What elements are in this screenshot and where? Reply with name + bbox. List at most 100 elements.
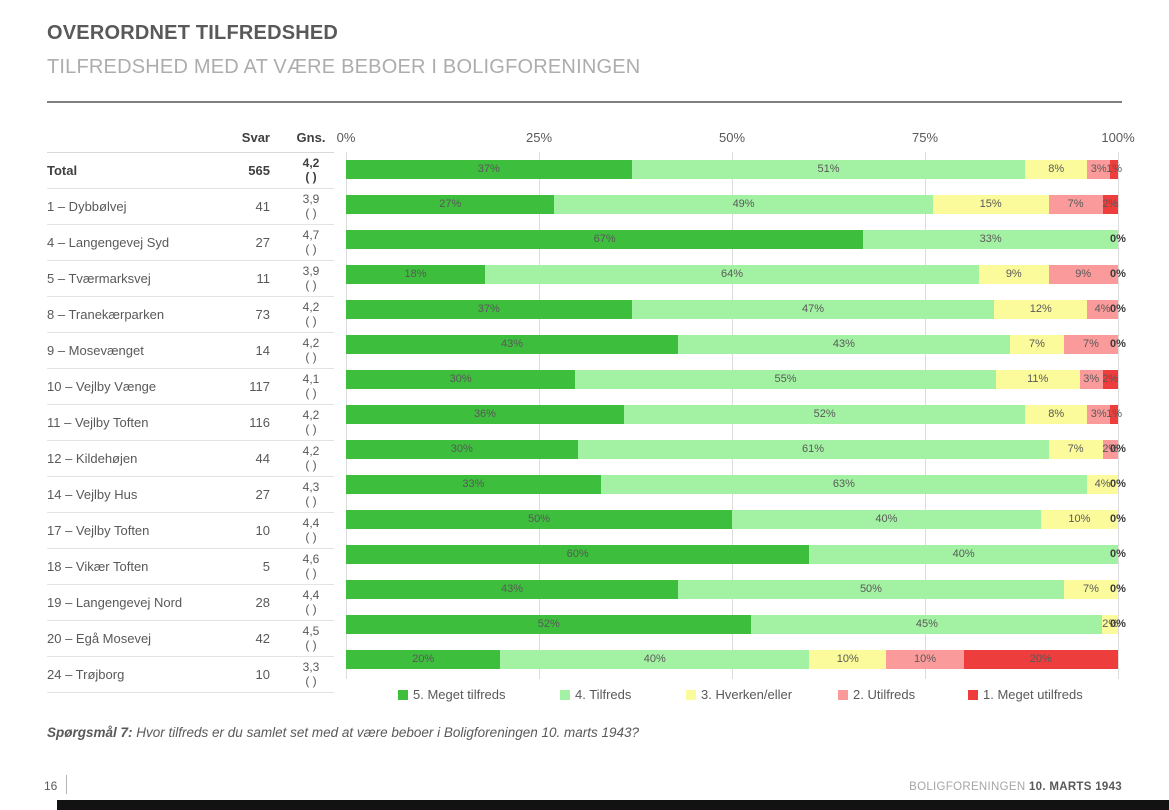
bar-value-label: 45% xyxy=(915,618,938,630)
gns-value: 3,9 xyxy=(302,192,320,206)
segment-tilfreds xyxy=(631,160,1026,179)
bar-zero-label: 0% xyxy=(1110,338,1126,350)
segment-meget-tilfreds xyxy=(346,300,632,319)
axis-tick: 50% xyxy=(718,130,746,145)
segment-tilfreds xyxy=(500,650,810,669)
bar-value-label: 30% xyxy=(449,373,472,385)
bar-value-label: 37% xyxy=(477,303,500,315)
row-label: Total xyxy=(47,163,78,178)
segment-hverken-eller xyxy=(995,370,1080,389)
bar-value-label: 10% xyxy=(1068,513,1091,525)
bar-value-label: 7% xyxy=(1083,338,1099,350)
segment-utilfreds xyxy=(1102,440,1118,459)
segment-tilfreds xyxy=(484,265,980,284)
bar-row: 30% 55% 11% 3% 2% xyxy=(346,370,1118,389)
bar-value-label: 60% xyxy=(566,548,589,560)
bar-value-label: 4% xyxy=(1094,478,1111,490)
gns-note: ( ) xyxy=(305,242,317,256)
page-subtitle: TILFREDSHED MED AT VÆRE BEBOER I BOLIGFO… xyxy=(47,56,641,78)
bar-value-label: 3% xyxy=(1090,163,1107,175)
row-gns-average: 4,2( ) xyxy=(288,300,334,328)
bar-value-label: 55% xyxy=(774,373,797,385)
bar-value-label: 2% xyxy=(1102,443,1119,455)
bar-row: 20% 40% 10% 10% 20% xyxy=(346,650,1118,669)
row-svar-count: 44 xyxy=(255,451,270,466)
row-gns-average: 4,7( ) xyxy=(288,228,334,256)
footer-date: 10. MARTS 1943 xyxy=(1028,781,1122,793)
gns-value: 3,3 xyxy=(302,660,320,674)
row-svar-count: 27 xyxy=(255,487,270,502)
legend-swatch xyxy=(686,689,696,700)
category-table: Total 565 4,2( ) 1 – Dybbølvej 41 3,9( ) 4 – L… xyxy=(47,152,334,693)
bar-value-label: 7% xyxy=(1028,338,1045,350)
row-svar-count: 42 xyxy=(255,631,270,646)
bar-value-label: 50% xyxy=(859,583,882,595)
gns-note: ( ) xyxy=(305,350,317,364)
segment-utilfreds xyxy=(1087,160,1111,179)
bar-value-label: 33% xyxy=(462,478,485,490)
bar-value-label: 12% xyxy=(1029,303,1052,315)
gns-note: ( ) xyxy=(305,674,317,688)
row-label: 17 – Vejlby Toften xyxy=(47,523,150,538)
bar-value-label: 20% xyxy=(412,653,435,665)
bar-value-label: 3% xyxy=(1090,408,1107,420)
bar-zero-label: 0% xyxy=(1110,303,1126,315)
bar-row: 27% 49% 15% 7% 2% xyxy=(346,195,1118,214)
bar-row: 67% 33% 0% xyxy=(346,230,1126,249)
bar-row: 37% 51% 8% 3% 1% xyxy=(346,160,1122,179)
segment-tilfreds xyxy=(600,475,1088,494)
bar-zero-label: 0% xyxy=(1110,478,1126,490)
gns-value: 4,1 xyxy=(302,372,320,386)
segment-meget-tilfreds xyxy=(346,475,601,494)
gns-note: ( ) xyxy=(305,566,317,580)
bar-row: 52% 45% 2% 0% xyxy=(346,615,1126,634)
segment-meget-utilfreds xyxy=(1110,405,1118,424)
gridline xyxy=(1118,152,1119,679)
row-label: 1 – Dybbølvej xyxy=(47,199,127,214)
bar-value-label: 40% xyxy=(643,653,666,665)
row-label: 19 – Langengevej Nord xyxy=(47,595,183,610)
segment-meget-tilfreds xyxy=(346,615,752,634)
gns-value: 3,9 xyxy=(302,264,320,278)
segment-meget-tilfreds xyxy=(346,195,555,214)
bar-value-label: 20% xyxy=(1029,653,1052,665)
bar-value-label: 52% xyxy=(537,618,560,630)
gns-note: ( ) xyxy=(305,386,317,400)
row-svar-count: 5 xyxy=(262,559,270,574)
bar-value-label: 2% xyxy=(1102,198,1119,210)
bar-value-label: 8% xyxy=(1048,163,1065,175)
gns-note: ( ) xyxy=(305,314,317,328)
x-axis: 0% 25% 50% 75% 100% xyxy=(337,130,1135,146)
row-gns-average: 4,3( ) xyxy=(288,480,334,508)
gns-note: ( ) xyxy=(305,494,317,508)
bar-value-label: 9% xyxy=(1005,268,1022,280)
row-gns-average: 4,2( ) xyxy=(288,156,334,184)
segment-hverken-eller xyxy=(1009,335,1064,354)
bar-value-label: 47% xyxy=(802,303,825,315)
gns-note: ( ) xyxy=(305,638,317,652)
bar-value-label: 7% xyxy=(1083,583,1099,595)
segment-meget-tilfreds xyxy=(346,440,578,459)
row-gns-average: 4,4( ) xyxy=(288,588,334,616)
bar-value-label: 67% xyxy=(593,233,616,245)
legend-swatch xyxy=(968,689,978,700)
segment-hverken-eller xyxy=(932,195,1049,214)
legend-label: 2. Utilfreds xyxy=(853,687,916,702)
segment-tilfreds xyxy=(863,230,1118,249)
segment-utilfreds xyxy=(886,650,964,669)
bar-value-label: 63% xyxy=(832,478,855,490)
bar-row: 50% 40% 10% 0% xyxy=(346,510,1126,529)
footer-branding: BOLIGFORENINGEN 10. MARTS 1943 xyxy=(909,781,1122,793)
legend-label: 4. Tilfreds xyxy=(575,687,632,702)
segment-meget-tilfreds xyxy=(346,545,810,564)
table-row: 17 – Vejlby Toften 10 4,4( ) xyxy=(47,513,334,549)
stacked-bar-chart: 37% 51% 8% 3% 1% 27% 49% 15% 7% 2% 67% 33% 0% 18% 64% 9… xyxy=(346,152,1126,679)
bar-value-label: 1% xyxy=(1106,408,1123,420)
bar-value-label: 36% xyxy=(473,408,496,420)
column-header-gns: Gns. xyxy=(296,130,326,145)
table-row: 8 – Tranekærparken 73 4,2( ) xyxy=(47,297,334,333)
gns-value: 4,2 xyxy=(302,300,320,314)
bar-row: 43% 43% 7% 7% 0% xyxy=(346,335,1126,354)
row-gns-average: 4,2( ) xyxy=(288,408,334,436)
